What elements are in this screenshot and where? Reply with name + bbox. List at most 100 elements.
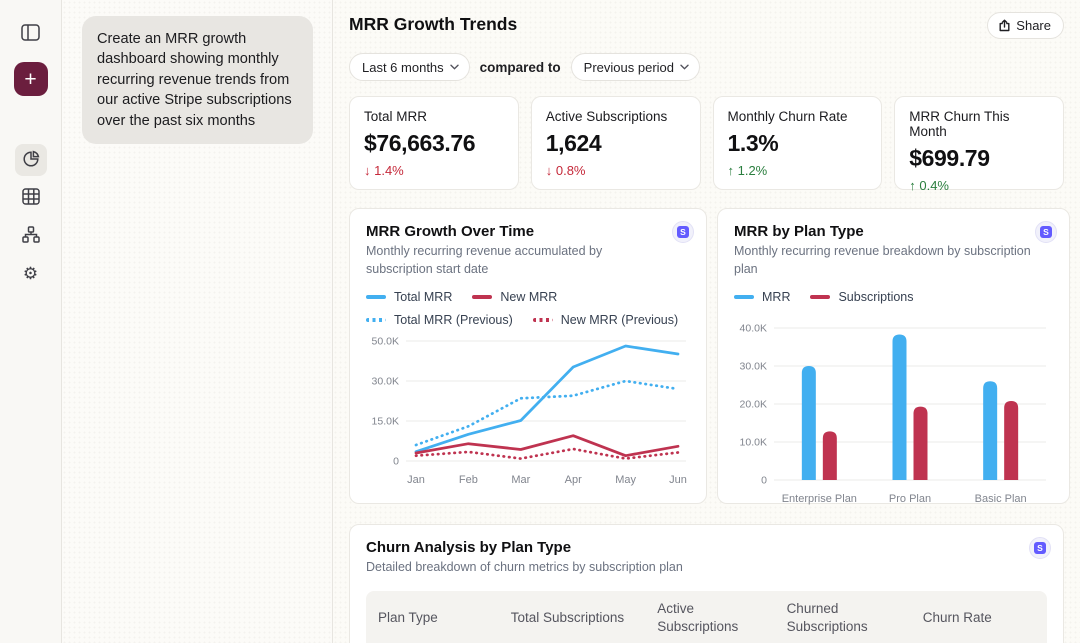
svg-text:30.0K: 30.0K <box>372 376 399 388</box>
sidebar-nav: ⚙ <box>14 144 47 294</box>
panel-toggle-icon <box>21 24 40 44</box>
share-button[interactable]: Share <box>987 12 1064 39</box>
line-chart-legend: Total MRR New MRR Total MRR (Previous) New … <box>366 290 682 327</box>
svg-text:Apr: Apr <box>565 474 582 486</box>
kpi-delta: ↑ 0.4% <box>909 178 949 193</box>
table-header: Plan Type Total Subscriptions Active Sub… <box>366 590 1047 643</box>
kpi-delta: ↓ 1.4% <box>364 163 404 178</box>
svg-text:40.0K: 40.0K <box>740 323 767 335</box>
svg-text:30.0K: 30.0K <box>740 361 767 373</box>
svg-text:0: 0 <box>761 475 767 487</box>
legend-label: New MRR (Previous) <box>560 313 679 327</box>
stripe-source-badge[interactable]: S <box>1029 537 1051 559</box>
kpi-label: Monthly Churn Rate <box>727 109 848 124</box>
col-churned-subscriptions: Churned Subscriptions <box>786 600 868 634</box>
legend-label: Total MRR <box>394 290 453 304</box>
mrr-growth-line-chart: 0 15.0K 30.0K 50.0K Jan Feb Mar Apr May Jun <box>372 336 687 487</box>
svg-text:Pro Plan: Pro Plan <box>889 493 931 505</box>
icon-sidebar: + <box>0 0 62 643</box>
kpi-label: Total MRR <box>364 109 428 124</box>
page-title: MRR Growth Trends <box>349 14 518 34</box>
kpi-value: $76,663.76 <box>364 130 476 156</box>
svg-text:Jan: Jan <box>407 474 425 486</box>
legend-swatch <box>366 295 386 299</box>
kpi-card-mrr-churn: MRR Churn This Month $699.79 ↑ 0.4% <box>894 96 1064 193</box>
svg-text:Enterprise Plan: Enterprise Plan <box>782 493 857 505</box>
svg-text:May: May <box>615 474 636 486</box>
legend-item[interactable]: Total MRR (Previous) <box>366 313 513 327</box>
churn-analysis-table: Plan Type Total Subscriptions Active Sub… <box>366 590 1047 643</box>
stripe-source-badge[interactable]: S <box>672 221 694 243</box>
legend-swatch <box>472 295 493 299</box>
legend-item[interactable]: New MRR <box>472 290 557 304</box>
gear-icon: ⚙ <box>22 264 39 283</box>
chevron-down-icon <box>449 64 459 70</box>
kpi-label: MRR Churn This Month <box>909 109 1010 139</box>
table-card-subtitle: Detailed breakdown of churn metrics by s… <box>366 560 683 574</box>
hierarchy-icon <box>21 226 40 246</box>
share-icon <box>998 19 1011 32</box>
stripe-icon: S <box>677 226 689 238</box>
svg-text:20.0K: 20.0K <box>740 399 767 411</box>
chart-title: MRR Growth Over Time <box>366 223 535 240</box>
dashboard-panel: MRR Growth Trends Share Last 6 months co… <box>333 0 1080 643</box>
nav-settings-button[interactable]: ⚙ <box>15 258 47 290</box>
chat-panel: Create an MRR growth dashboard showing m… <box>62 0 333 643</box>
legend-swatch <box>810 295 831 299</box>
sidebar-toggle-button[interactable] <box>15 18 47 50</box>
legend-item[interactable]: Subscriptions <box>810 290 914 304</box>
date-range-value: Last 6 months <box>362 59 444 75</box>
kpi-card-active-subscriptions: Active Subscriptions 1,624 ↓ 0.8% <box>530 96 701 190</box>
mrr-by-plan-chart-card: MRR by Plan Type Monthly recurring reven… <box>717 208 1070 505</box>
svg-text:Basic Plan: Basic Plan <box>975 493 1027 505</box>
churn-analysis-card: Churn Analysis by Plan Type Detailed bre… <box>349 524 1064 643</box>
compare-period-value: Previous period <box>583 59 674 75</box>
kpi-delta: ↑ 1.2% <box>727 163 768 178</box>
svg-text:0: 0 <box>393 456 399 468</box>
share-label: Share <box>1016 18 1051 33</box>
legend-label: New MRR <box>500 290 558 304</box>
mrr-growth-chart-card: MRR Growth Over Time Monthly recurring r… <box>349 208 707 504</box>
legend-swatch <box>532 318 553 322</box>
kpi-value: 1.3% <box>727 130 779 156</box>
chevron-down-icon <box>680 64 689 70</box>
legend-item[interactable]: MRR <box>734 290 790 304</box>
charts-row: MRR Growth Over Time Monthly recurring r… <box>349 208 1070 505</box>
nav-charts-button[interactable] <box>14 144 47 176</box>
kpi-card-monthly-churn-rate: Monthly Churn Rate 1.3% ↑ 1.2% <box>712 96 883 190</box>
pie-chart-icon <box>22 150 40 171</box>
nav-table-button[interactable] <box>15 182 47 214</box>
svg-text:Mar: Mar <box>511 474 530 486</box>
mrr-by-plan-bar-chart: 0 10.0K 20.0K 30.0K 40.0K Enterprise Plan Pro … <box>740 323 1046 505</box>
date-range-dropdown[interactable]: Last 6 months <box>349 53 470 81</box>
kpi-card-total-mrr: Total MRR $76,663.76 ↓ 1.4% <box>349 96 519 190</box>
stripe-icon: S <box>1034 542 1046 554</box>
compared-to-label: compared to <box>479 59 561 75</box>
legend-swatch <box>366 318 386 322</box>
col-churn-rate: Churn Rate <box>922 609 992 625</box>
user-message-bubble: Create an MRR growth dashboard showing m… <box>82 16 313 145</box>
table-card-title: Churn Analysis by Plan Type <box>366 539 572 556</box>
legend-item[interactable]: Total MRR <box>366 290 452 304</box>
chart-subtitle: Monthly recurring revenue accumulated by… <box>366 244 603 276</box>
chart-title: MRR by Plan Type <box>734 223 864 240</box>
new-dashboard-button[interactable]: + <box>13 62 48 96</box>
stripe-source-badge[interactable]: S <box>1035 221 1057 243</box>
kpi-row: Total MRR $76,663.76 ↓ 1.4% Active Subsc… <box>349 96 1064 193</box>
filter-bar: Last 6 months compared to Previous perio… <box>349 53 700 81</box>
legend-label: MRR <box>762 290 791 304</box>
legend-item[interactable]: New MRR (Previous) <box>532 313 679 327</box>
legend-swatch <box>734 295 754 299</box>
svg-text:15.0K: 15.0K <box>372 416 399 428</box>
col-plan-type: Plan Type <box>378 609 438 625</box>
table-icon <box>21 188 40 208</box>
nav-schema-button[interactable] <box>15 220 47 252</box>
legend-label: Total MRR (Previous) <box>394 313 513 327</box>
svg-text:Feb: Feb <box>459 474 478 486</box>
compare-period-dropdown[interactable]: Previous period <box>570 53 700 81</box>
kpi-value: $699.79 <box>909 145 990 171</box>
kpi-value: 1,624 <box>545 130 602 156</box>
chart-subtitle: Monthly recurring revenue breakdown by s… <box>734 244 1031 276</box>
kpi-delta: ↓ 0.8% <box>545 163 586 178</box>
